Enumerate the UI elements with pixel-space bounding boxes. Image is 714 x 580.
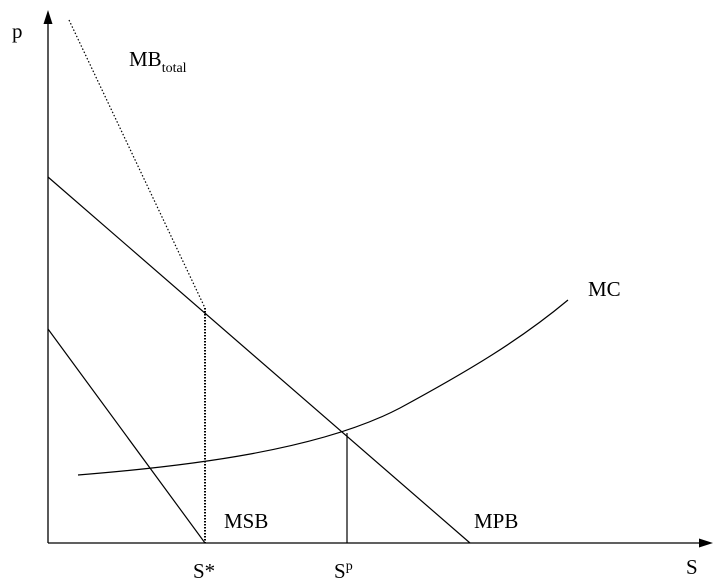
s-star-label: S* (193, 559, 215, 580)
y-axis-label: p (12, 19, 23, 43)
s-p-label-main: S (334, 559, 346, 580)
x-axis-label: S (686, 555, 698, 579)
s-p-label-superscript: p (346, 559, 353, 574)
mb-total-label: MBtotal (129, 47, 187, 76)
mb-total-label-main: MB (129, 47, 162, 71)
mc-curve (77, 299, 569, 476)
mpb-label: MPB (474, 509, 518, 533)
mpb-curve (47, 176, 471, 544)
x-axis-arrowhead (699, 538, 713, 548)
mc-label: MC (588, 277, 621, 301)
msb-curve (47, 328, 206, 544)
mb-total-curve (68, 19, 206, 309)
msb-label: MSB (224, 509, 268, 533)
mb-total-label-subscript: total (162, 61, 187, 76)
y-axis-arrowhead (43, 10, 53, 24)
s-p-label: Sp (334, 559, 353, 580)
